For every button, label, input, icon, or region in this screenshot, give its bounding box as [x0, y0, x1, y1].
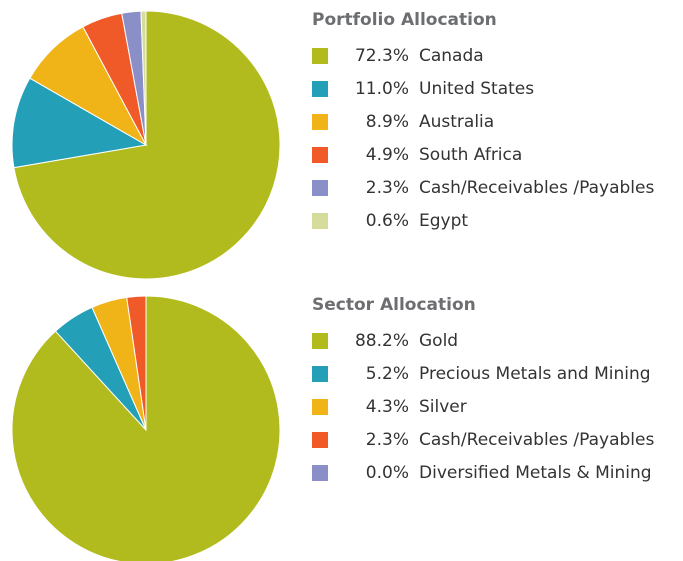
legend-swatch: [312, 465, 328, 481]
legend-title: Sector Allocation: [312, 295, 476, 315]
legend-label: Canada: [419, 46, 484, 66]
legend-value: 5.2%: [366, 364, 409, 384]
legend-label: Silver: [419, 397, 467, 417]
legend-label: Egypt: [419, 211, 468, 231]
legend-value: 11.0%: [355, 79, 409, 99]
pie-slice: [140, 10, 147, 146]
legend-value: 2.3%: [366, 430, 409, 450]
legend-swatch: [312, 114, 328, 130]
legend-swatch: [312, 81, 328, 97]
legend-label: Australia: [419, 112, 494, 132]
pie-slice: [11, 77, 148, 169]
legend-label: Cash/Receivables /Payables: [419, 430, 654, 450]
legend-title: Portfolio Allocation: [312, 10, 497, 30]
legend-swatch: [312, 333, 328, 349]
legend-swatch: [312, 180, 328, 196]
legend-label: United States: [419, 79, 534, 99]
legend-value: 4.3%: [366, 397, 409, 417]
legend-label: Precious Metals and Mining: [419, 364, 651, 384]
legend-value: 72.3%: [355, 46, 409, 66]
legend-label: Cash/Receivables /Payables: [419, 178, 654, 198]
legend-value: 4.9%: [366, 145, 409, 165]
legend-value: 8.9%: [366, 112, 409, 132]
legend-label: South Africa: [419, 145, 522, 165]
legend-label: Diversified Metals & Mining: [419, 463, 652, 483]
legend-swatch: [312, 48, 328, 64]
legend-value: 0.0%: [366, 463, 409, 483]
legend-value: 88.2%: [355, 331, 409, 351]
legend-label: Gold: [419, 331, 458, 351]
legend-swatch: [312, 147, 328, 163]
legend-swatch: [312, 366, 328, 382]
legend-value: 2.3%: [366, 178, 409, 198]
legend-swatch: [312, 399, 328, 415]
legend-value: 0.6%: [366, 211, 409, 231]
legend-swatch: [312, 213, 328, 229]
legend-swatch: [312, 432, 328, 448]
